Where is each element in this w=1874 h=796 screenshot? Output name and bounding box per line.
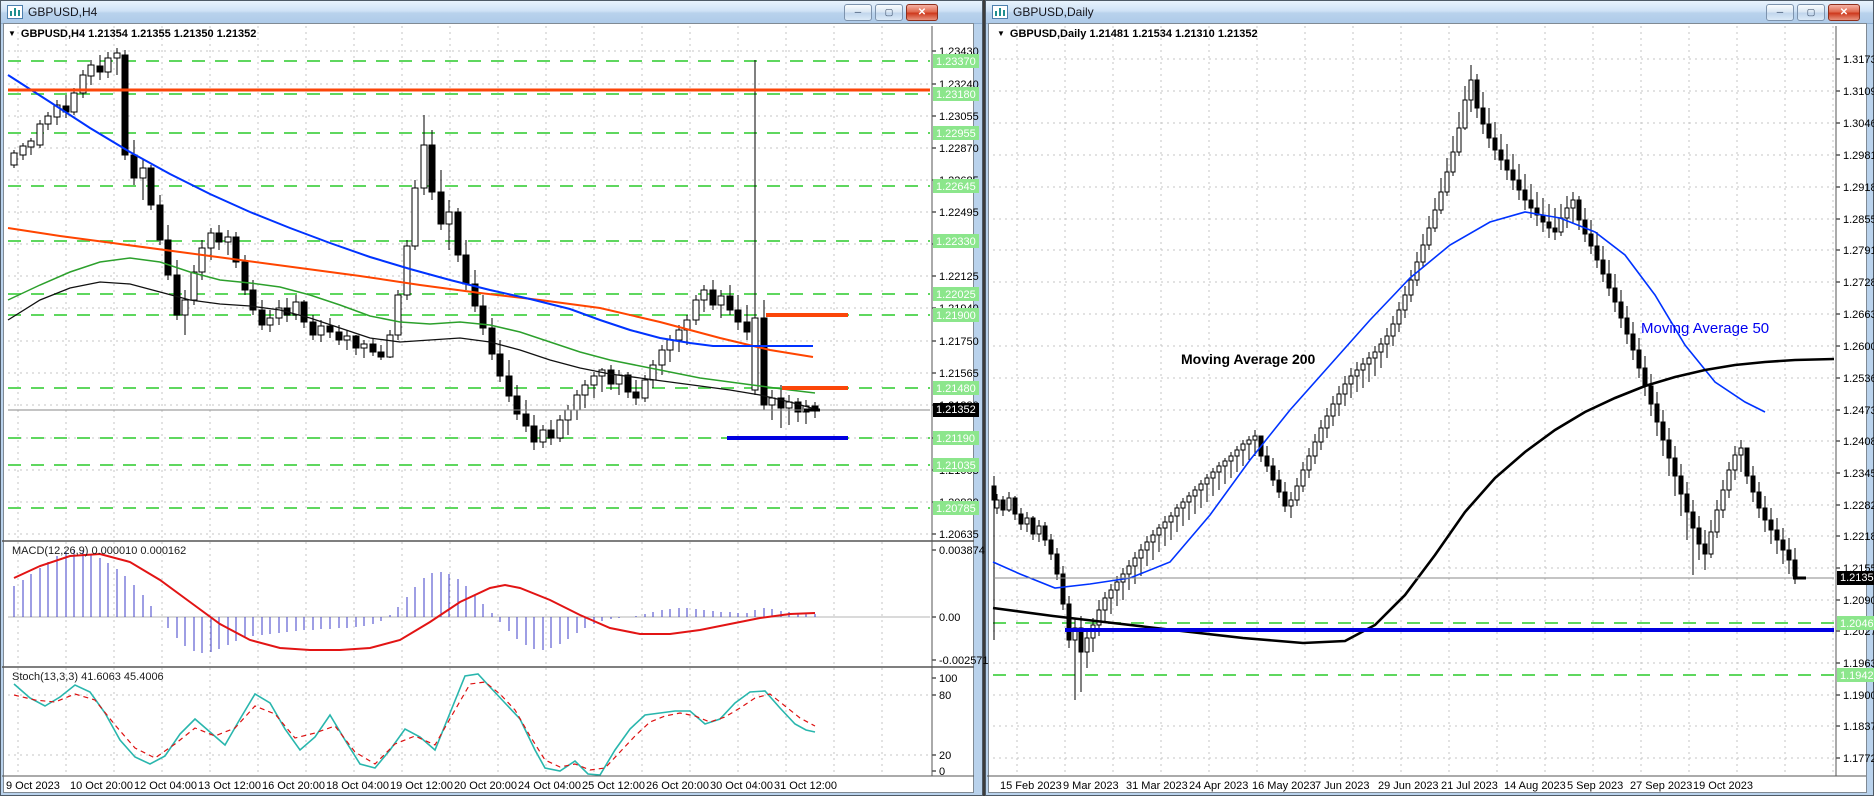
chart-window-icon [992, 5, 1008, 19]
close-button[interactable]: ✕ [1828, 4, 1860, 21]
maximize-button[interactable]: ▢ [875, 4, 903, 21]
titlebar-daily[interactable]: GBPUSD,Daily ─ ▢ ✕ [986, 1, 1873, 24]
chart-window-icon [7, 5, 23, 19]
chart-client-daily [988, 23, 1867, 793]
close-button[interactable]: ✕ [906, 4, 938, 21]
minimize-button[interactable]: ─ [844, 4, 872, 21]
window-title: GBPUSD,Daily [1013, 5, 1094, 19]
chart-window-daily: GBPUSD,Daily ─ ▢ ✕ [985, 0, 1874, 796]
chart-window-h4: GBPUSD,H4 ─ ▢ ✕ [0, 0, 983, 796]
minimize-button[interactable]: ─ [1766, 4, 1794, 21]
window-title: GBPUSD,H4 [28, 5, 98, 19]
titlebar-h4[interactable]: GBPUSD,H4 ─ ▢ ✕ [1, 1, 982, 24]
chart-client-h4 [3, 23, 974, 793]
maximize-button[interactable]: ▢ [1797, 4, 1825, 21]
